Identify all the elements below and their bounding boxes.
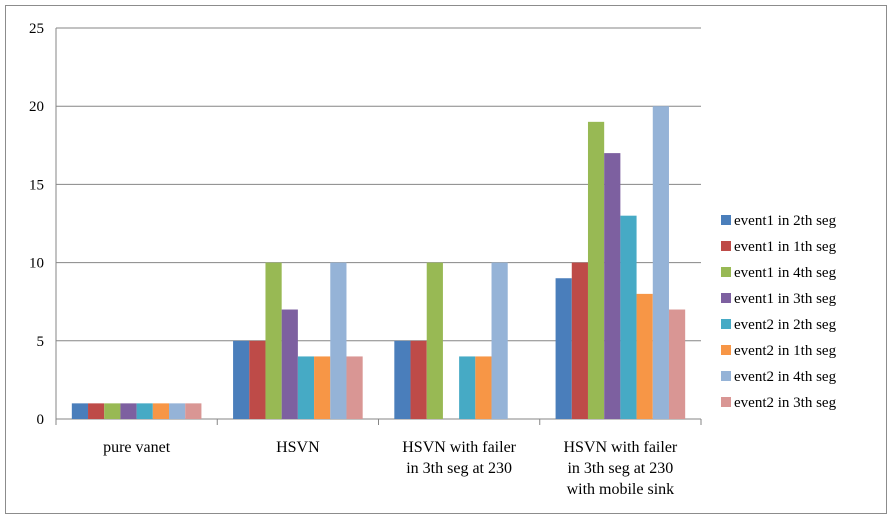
bar bbox=[459, 356, 476, 419]
legend-label: event2 in 2th seg bbox=[734, 317, 837, 333]
x-category-label: in 3th seg at 230 bbox=[567, 460, 673, 477]
bar bbox=[330, 262, 347, 419]
legend-label: event1 in 1th seg bbox=[734, 239, 837, 255]
y-tick-label: 5 bbox=[37, 334, 45, 350]
legend-swatch bbox=[721, 267, 731, 277]
bar bbox=[104, 403, 121, 419]
bar bbox=[120, 403, 137, 419]
bar bbox=[249, 340, 266, 419]
legend-swatch bbox=[721, 345, 731, 355]
legend-label: event1 in 2th seg bbox=[734, 213, 837, 229]
y-tick-label: 15 bbox=[29, 177, 44, 193]
legend-label: event2 in 3th seg bbox=[734, 395, 837, 411]
bar bbox=[233, 340, 250, 419]
x-category-label: with mobile sink bbox=[567, 481, 675, 498]
legend-label: event2 in 1th seg bbox=[734, 343, 837, 359]
bar bbox=[636, 293, 653, 419]
bar bbox=[346, 356, 363, 419]
legend-swatch bbox=[721, 241, 731, 251]
bar bbox=[491, 262, 508, 419]
bar bbox=[652, 106, 669, 419]
x-category-label: HSVN with failer bbox=[402, 439, 516, 456]
bar bbox=[314, 356, 331, 419]
bar bbox=[410, 340, 427, 419]
legend-label: event1 in 4th seg bbox=[734, 265, 837, 281]
bar bbox=[394, 340, 411, 419]
legend-swatch bbox=[721, 215, 731, 225]
bar bbox=[136, 403, 153, 419]
bar bbox=[281, 309, 298, 419]
bar bbox=[71, 403, 89, 419]
bar bbox=[587, 121, 605, 419]
y-tick-label: 0 bbox=[37, 412, 45, 428]
x-category-label: in 3th seg at 230 bbox=[406, 460, 512, 477]
bar bbox=[604, 153, 621, 419]
x-category-label: pure vanet bbox=[103, 439, 171, 456]
legend-label: event2 in 4th seg bbox=[734, 369, 837, 385]
y-tick-label: 25 bbox=[29, 21, 44, 37]
legend-swatch bbox=[721, 319, 731, 329]
legend-label: event1 in 3th seg bbox=[734, 291, 837, 307]
bar bbox=[668, 309, 686, 419]
bar bbox=[88, 403, 105, 419]
bar bbox=[152, 403, 170, 419]
bar bbox=[169, 403, 186, 419]
bar bbox=[620, 215, 637, 419]
bar-chart: 0 5 10 15 20 25 pure vanet HSVN HSVN with failer… bbox=[29, 21, 837, 498]
y-tick-label: 20 bbox=[29, 99, 44, 115]
y-tick-label: 10 bbox=[29, 256, 44, 272]
bar bbox=[555, 278, 572, 419]
chart-frame: 0 5 10 15 20 25 pure vanet HSVN HSVN with failer… bbox=[5, 5, 887, 514]
legend-swatch bbox=[721, 371, 731, 381]
x-category-label: HSVN with failer bbox=[563, 439, 677, 456]
x-category-label: HSVN bbox=[276, 439, 320, 456]
legend-swatch bbox=[721, 293, 731, 303]
bar bbox=[297, 356, 315, 419]
bar bbox=[475, 356, 492, 419]
bar bbox=[571, 262, 588, 419]
bar bbox=[426, 262, 443, 419]
bar bbox=[265, 262, 282, 419]
legend-swatch bbox=[721, 397, 731, 407]
bar bbox=[185, 403, 202, 419]
